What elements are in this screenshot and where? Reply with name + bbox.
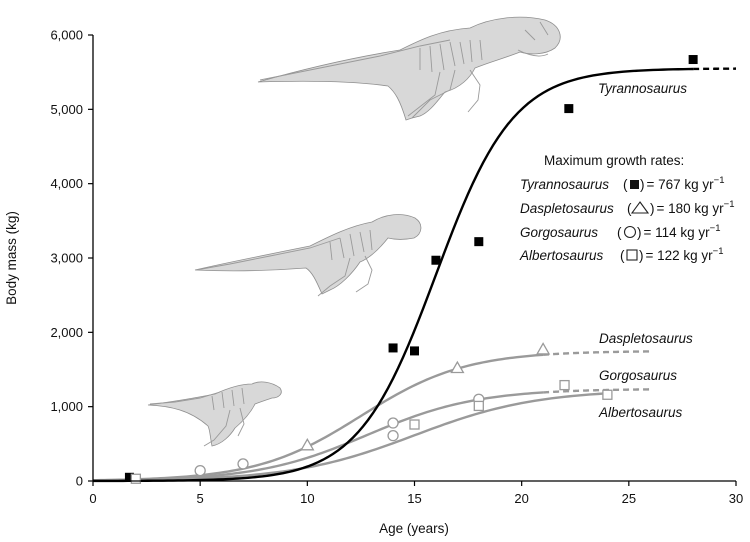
marker-albertosaurus xyxy=(602,389,613,400)
x-tick-label: 10 xyxy=(300,491,314,506)
marker-tyrannosaurus xyxy=(410,346,419,356)
series-label-albertosaurus: Albertosaurus xyxy=(598,405,683,420)
growth-rate-annotation: Maximum growth rates: Tyrannosaurus ( ) =… xyxy=(519,153,735,263)
y-tick-label: 4,000 xyxy=(50,176,83,191)
y-tick-label: 1,000 xyxy=(50,399,83,414)
skeleton-medium-illustration xyxy=(194,214,422,297)
skeleton-small-illustration xyxy=(147,381,282,447)
rate-tyrannosaurus-name: Tyrannosaurus xyxy=(520,177,609,192)
marker-tyrannosaurus xyxy=(474,237,484,247)
rate-open-paren: ( xyxy=(627,201,632,216)
marker-tyrannosaurus xyxy=(388,343,398,353)
rate-daspletosaurus-name: Daspletosaurus xyxy=(520,201,614,216)
marker-tyrannosaurus xyxy=(564,104,574,114)
y-tick-label: 3,000 xyxy=(50,251,83,266)
rate-tyrannosaurus-sup: −1 xyxy=(714,175,725,186)
curve-extrapolation-daspletosaurus xyxy=(543,350,651,356)
rate-albertosaurus-sup: −1 xyxy=(713,246,724,257)
curve-albertosaurus xyxy=(92,392,608,482)
curve-tyrannosaurus xyxy=(92,67,694,483)
curve-extrapolation-gorgosaurus xyxy=(543,388,651,394)
rate-gorgosaurus-value: ) = 114 kg yr−1 xyxy=(637,223,721,240)
rate-daspletosaurus-value: ) = 180 kg yr−1 xyxy=(650,199,735,216)
rate-albertosaurus-name: Albertosaurus xyxy=(519,248,604,263)
series-label-gorgosaurus: Gorgosaurus xyxy=(599,368,677,383)
marker-tyrannosaurus xyxy=(688,55,698,65)
marker-daspletosaurus xyxy=(535,342,551,355)
marker-daspletosaurus xyxy=(450,360,465,374)
x-tick-label: 20 xyxy=(514,491,528,506)
y-axis-ticks: 0 1,000 2,000 3,000 4,000 5,000 6,000 xyxy=(50,28,93,489)
series-label-tyrannosaurus: Tyrannosaurus xyxy=(598,81,687,96)
y-tick-label: 2,000 xyxy=(50,325,83,340)
rate-open-paren: ( xyxy=(617,225,622,240)
marker-gorgosaurus xyxy=(387,417,399,429)
marker-gorgosaurus xyxy=(237,458,249,470)
marker-tyrannosaurus xyxy=(124,472,134,482)
rate-open-paren: ( xyxy=(620,248,625,263)
rate-open-paren: ( xyxy=(623,177,628,192)
x-tick-label: 15 xyxy=(407,491,421,506)
marker-albertosaurus xyxy=(409,419,420,430)
series-label-daspletosaurus: Daspletosaurus xyxy=(599,331,693,346)
fitted-curves xyxy=(92,67,736,483)
x-tick-label: 5 xyxy=(197,491,204,506)
marker-daspletosaurus xyxy=(300,438,315,451)
marker-albertosaurus xyxy=(130,473,142,484)
rate-tyrannosaurus-value: ) = 767 kg yr−1 xyxy=(640,175,725,192)
y-tick-label: 0 xyxy=(76,474,83,489)
data-markers xyxy=(124,55,698,484)
marker-gorgosaurus xyxy=(387,430,399,442)
rate-daspletosaurus-sup: −1 xyxy=(724,199,735,210)
x-tick-label: 30 xyxy=(729,491,743,506)
x-tick-label: 25 xyxy=(622,491,636,506)
y-axis-title: Body mass (kg) xyxy=(4,211,19,305)
rate-gorgosaurus-sup: −1 xyxy=(710,223,721,234)
marker-tyrannosaurus xyxy=(431,255,441,265)
open-circle-symbol xyxy=(623,225,637,239)
marker-gorgosaurus xyxy=(194,464,206,477)
marker-albertosaurus xyxy=(559,379,570,391)
open-triangle-symbol xyxy=(630,201,650,214)
x-axis-ticks: 0 5 10 15 20 25 30 xyxy=(89,481,743,506)
growth-rate-title: Maximum growth rates: xyxy=(544,153,684,168)
y-tick-label: 6,000 xyxy=(50,28,83,43)
x-tick-label: 0 xyxy=(89,491,96,506)
filled-square-symbol xyxy=(630,180,639,189)
marker-albertosaurus xyxy=(473,400,484,412)
open-square-symbol xyxy=(626,249,638,261)
rate-albertosaurus-value: ) = 122 kg yr−1 xyxy=(639,246,724,263)
skeleton-large-illustration xyxy=(257,16,561,121)
rate-gorgosaurus-name: Gorgosaurus xyxy=(520,225,598,240)
x-axis-title: Age (years) xyxy=(379,521,449,536)
y-tick-label: 5,000 xyxy=(50,102,83,117)
